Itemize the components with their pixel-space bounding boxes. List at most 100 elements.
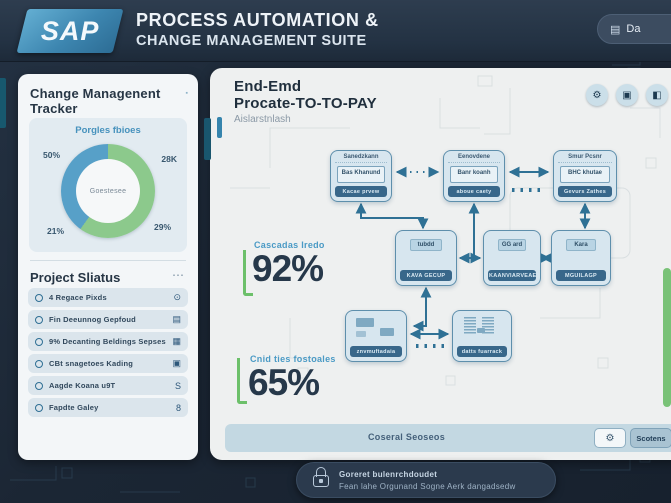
sap-logo: SAP — [16, 9, 124, 53]
footer-line2: Fean lahe Orgunand Sogne Aerk dangadsedw — [339, 481, 516, 491]
node-footer: Gevurs Zathes — [558, 186, 612, 197]
dashboard-button[interactable]: ▤ Da — [597, 14, 671, 44]
app-title: PROCESS AUTOMATION & CHANGE MANAGEMENT S… — [136, 10, 379, 49]
node-body: Kara — [566, 239, 596, 251]
node-footer: KAANVIARVEAE — [488, 270, 536, 281]
donut-label-top-right: 28K — [161, 154, 177, 164]
document-icon: ▤ — [172, 314, 181, 324]
node-header: Sanedzkann — [335, 151, 387, 163]
footer-text-block: Goreret bulenrchdoudet Fean lahe Orgunan… — [339, 470, 516, 491]
status-item-6[interactable]: Fapdte Galey 8 — [28, 398, 188, 417]
security-footer-pill: Goreret bulenrchdoudet Fean lahe Orgunan… — [296, 462, 556, 498]
node-body: Bas Khanund — [337, 166, 385, 183]
sap-logo-text: SAP — [40, 15, 100, 46]
main-subtitle: Aislarstnlash — [234, 114, 291, 125]
kpi-bracket — [243, 250, 253, 296]
node-footer: MGUILAGP — [556, 270, 606, 281]
node-header: Smur Pcsnr — [558, 151, 612, 163]
status-item-2[interactable]: Fin Deeunnog Gepfoud ▤ — [28, 310, 188, 329]
flow-node-1[interactable]: Sanedzkann Bas Khanund Kacae prvew — [330, 150, 392, 202]
node-footer: aboue caety — [448, 186, 500, 197]
action-button-label: Scotens — [636, 433, 666, 443]
flow-node-3[interactable]: Smur Pcsnr BHC khutae Gevurs Zathes — [553, 150, 617, 202]
vertical-scrollbar[interactable] — [663, 268, 671, 407]
dashboard-button-label: Da — [626, 23, 641, 35]
kpi1-value: 92% — [252, 248, 324, 289]
sidebar-title-dot-icon: ▪ — [185, 90, 188, 97]
kpi-bracket — [237, 358, 247, 404]
panel-circuit-pattern — [230, 75, 661, 386]
status-ring-icon — [35, 337, 43, 346]
panel-settings-button[interactable]: ⚙ — [586, 84, 608, 106]
status-item-label: Fapdte Galey — [49, 403, 99, 412]
status-item-label: Fin Deeunnog Gepfoud — [49, 315, 136, 324]
divider — [30, 260, 186, 261]
footer-line1: Goreret bulenrchdoudet — [339, 469, 438, 479]
donut-center: Goestesee — [76, 159, 140, 223]
overflow-menu-icon[interactable]: ⋯ — [172, 268, 186, 282]
node-body: tubdd — [410, 239, 442, 251]
panel-layout-button[interactable]: ▣ — [616, 84, 638, 106]
progress-chart-card: Porgles fbioes Goestesee 50% 28K 21% 29% — [29, 118, 187, 252]
bottom-bar-action-button[interactable]: Scotens — [630, 428, 671, 448]
app-header: SAP PROCESS AUTOMATION & CHANGE MANAGEME… — [0, 0, 671, 62]
flow-node-2[interactable]: Eenovdene Banr koanh aboue caety — [443, 150, 505, 202]
gear-icon: ⚙ — [592, 89, 602, 101]
node-footer: KAVA GECUP — [400, 270, 452, 281]
flow-node-4[interactable]: tubdd KAVA GECUP — [395, 230, 457, 286]
view-icon: ◧ — [652, 89, 662, 101]
kpi2-label: Cnid ties fostoales — [250, 354, 336, 364]
status-ring-icon — [35, 293, 43, 302]
status-item-4[interactable]: CBt snagetoes Kading ▣ — [28, 354, 188, 373]
bottom-bar-settings-button[interactable]: ⚙ — [594, 428, 626, 448]
main-title-block: End-Emd Procate-TO-TO-PAY Aislarstnlash — [234, 78, 377, 125]
layout-icon: ▣ — [622, 89, 632, 101]
mini-window-shapes — [354, 316, 398, 343]
node-body: BHC khutae — [560, 166, 610, 183]
status-item-label: CBt snagetoes Kading — [49, 359, 134, 368]
flow-node-6[interactable]: Kara MGUILAGP — [551, 230, 611, 286]
donut-center-label: Goestesee — [89, 187, 127, 195]
app-title-line1: PROCESS AUTOMATION & — [136, 10, 379, 30]
panel-bottom-bar: Coseral Seoseos ⚙ Scotens — [225, 424, 671, 452]
kpi2-value: 65% — [248, 362, 320, 403]
status-ring-icon — [35, 381, 43, 390]
main-title-line1: End-Emd — [234, 78, 302, 95]
flow-node-7[interactable]: znvmuftadaia — [345, 310, 407, 362]
flow-connectors — [355, 166, 591, 348]
panel-accent-bar-blue — [217, 117, 222, 138]
flow-node-5[interactable]: GG ard KAANVIARVEAE — [483, 230, 541, 286]
node-footer: znvmuftadaia — [350, 346, 402, 357]
node-footer: datts fuarrack — [457, 346, 507, 357]
left-edge-accent — [0, 78, 6, 128]
grid-icon: ▦ — [172, 336, 181, 346]
donut-label-top-left: 50% — [43, 150, 61, 160]
node-body: Banr koanh — [450, 166, 498, 183]
chart-card-title: Porgles fbioes — [75, 125, 141, 136]
status-item-5[interactable]: Aagde Koana u9T S — [28, 376, 188, 395]
app-title-line2: CHANGE MANAGEMENT SUITE — [136, 33, 367, 49]
project-status-title: Project Sliatus — [30, 270, 121, 285]
letter-s-icon: S — [174, 380, 181, 391]
donut-label-bottom-right: 29% — [153, 222, 171, 232]
node-body: GG ard — [498, 239, 526, 251]
flow-node-8[interactable]: datts fuarrack — [452, 310, 512, 362]
kpi1-label: Cascadas Iredo — [254, 240, 325, 250]
status-ring-icon — [35, 315, 43, 324]
lock-icon — [313, 467, 329, 487]
panel-view-button[interactable]: ◧ — [646, 84, 668, 106]
main-title-line2: Procate-TO-TO-PAY — [234, 95, 377, 112]
status-item-label: 9% Decanting Beldings Sepses — [49, 337, 166, 346]
bell-icon: ⊙ — [173, 292, 181, 302]
status-item-label: 4 Regace Pixds — [49, 293, 107, 302]
status-ring-icon — [35, 359, 43, 368]
panel-accent-bar — [204, 118, 211, 160]
status-item-label: Aagde Koana u9T — [49, 381, 116, 390]
sidebar-title: Change Managenent Tracker — [30, 86, 161, 116]
letter-s-icon: 8 — [175, 402, 181, 413]
status-item-3[interactable]: 9% Decanting Beldings Sepses ▦ — [28, 332, 188, 351]
status-item-1[interactable]: 4 Regace Pixds ⊙ — [28, 288, 188, 307]
bottom-bar-label: Coseral Seoseos — [367, 432, 446, 442]
donut-label-bottom-left: 21% — [47, 226, 65, 236]
